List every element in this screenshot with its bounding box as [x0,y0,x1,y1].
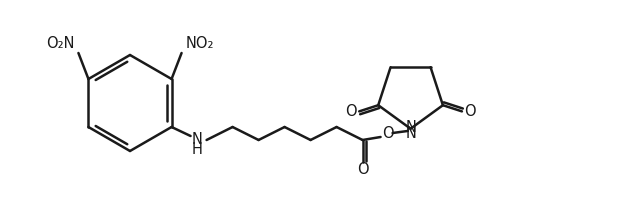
Text: N: N [405,126,416,141]
Text: O: O [356,162,369,177]
Text: N: N [191,133,202,147]
Text: H: H [191,141,202,156]
Text: NO₂: NO₂ [186,36,214,51]
Text: O: O [346,104,357,119]
Text: O: O [381,126,394,141]
Text: N: N [405,120,416,135]
Text: O₂N: O₂N [46,36,74,51]
Text: O: O [464,104,476,119]
